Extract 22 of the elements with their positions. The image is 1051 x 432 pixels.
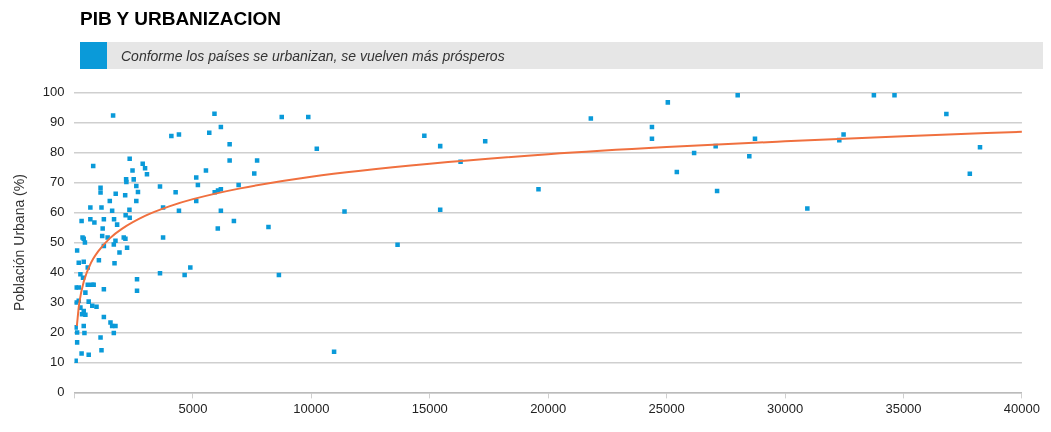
chart-title: PIB Y URBANIZACION bbox=[80, 8, 282, 31]
y-tick-label: 40 bbox=[50, 264, 65, 280]
x-tick-label: 25000 bbox=[648, 400, 685, 416]
y-tick-label: 60 bbox=[50, 204, 65, 220]
y-axis-title: Población Urbana (%) bbox=[11, 174, 28, 312]
y-tick-label: 70 bbox=[50, 174, 65, 190]
y-tick-label: 80 bbox=[50, 144, 65, 160]
x-tick-label: 15000 bbox=[411, 400, 448, 416]
y-tick-label: 50 bbox=[50, 234, 65, 250]
chart-subtitle: Conforme los países se urbanizan, se vuelven más prósperos bbox=[121, 47, 505, 64]
y-tick-label: 20 bbox=[50, 324, 65, 340]
x-tick-label: 20000 bbox=[530, 400, 567, 416]
y-tick-label: 90 bbox=[50, 114, 65, 130]
y-tick-label: 10 bbox=[50, 354, 65, 370]
y-tick-label: 30 bbox=[50, 294, 65, 310]
y-tick-label: 100 bbox=[42, 84, 65, 100]
x-tick-label: 10000 bbox=[293, 400, 330, 416]
x-tick-label: 40000 bbox=[1003, 400, 1040, 416]
x-tick-label: 35000 bbox=[885, 400, 922, 416]
y-tick-label: 0 bbox=[57, 383, 65, 399]
x-tick-label: 30000 bbox=[766, 400, 804, 416]
x-tick-label: 5000 bbox=[178, 400, 208, 416]
